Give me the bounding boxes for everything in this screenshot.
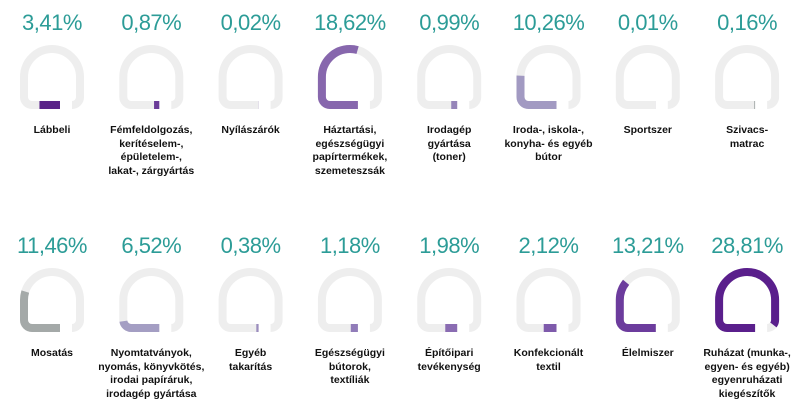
value-label: 11,46% — [17, 233, 87, 258]
gauge-fill — [317, 45, 382, 109]
gauge-track — [119, 45, 184, 109]
category-label: Irodagép gyártása (toner) — [427, 124, 472, 163]
value-label: 0,01% — [618, 10, 678, 35]
category-label: Építőipari tevékenység — [417, 347, 481, 373]
gauge-track — [615, 268, 680, 332]
gauge-track — [20, 268, 84, 332]
value-label: 0,38% — [221, 233, 281, 258]
category-label: Nyílászárók — [221, 124, 280, 136]
value-label: 0,99% — [419, 10, 479, 35]
category-label: Szivacs- matrac — [726, 124, 769, 150]
value-label: 1,18% — [320, 233, 380, 258]
category-label: Mosatás — [30, 347, 73, 359]
category-label: Sportszer — [623, 124, 673, 136]
gauge-track — [715, 45, 780, 109]
gauge-fill — [715, 268, 780, 332]
value-label: 0,87% — [121, 10, 181, 35]
value-label: 1,98% — [419, 233, 479, 258]
value-label: 3,41% — [22, 10, 82, 35]
category-label: Fémfeldolgozás, kerítéselem-, épületelem… — [108, 124, 195, 177]
gauge-fill — [119, 268, 184, 332]
gauge-fill — [615, 268, 680, 332]
category-label: Élelmiszer — [621, 347, 674, 359]
category-label: Ruházat (munka-, egyen- és egyéb) egyenr… — [703, 347, 791, 400]
gauge-track — [218, 268, 283, 332]
value-label: 6,52% — [121, 233, 181, 258]
category-label: Nyomtatványok, nyomás, könyvkötés, iroda… — [98, 347, 205, 400]
category-label: Egyéb takarítás — [228, 347, 273, 373]
gauge-track — [516, 268, 581, 332]
value-label: 10,26% — [513, 10, 585, 35]
gauge-track — [317, 268, 382, 332]
gauge-fill — [516, 45, 581, 109]
category-label: Egészségügyi bútorok, textíliák — [314, 347, 385, 386]
gauge-track — [417, 45, 482, 109]
gauge-track — [516, 45, 581, 109]
gauge-track — [417, 268, 482, 332]
value-label: 28,81% — [711, 233, 783, 258]
category-label: Konfekcionált textil — [513, 347, 584, 373]
value-label: 13,21% — [612, 233, 684, 258]
category-label: Háztartási, egészségügyi papírtermékek, … — [312, 124, 388, 177]
gauge-track — [119, 268, 184, 332]
value-label: 0,16% — [717, 10, 777, 35]
gauge-track — [615, 45, 680, 109]
gauge-track — [20, 45, 84, 109]
value-label: 0,02% — [221, 10, 281, 35]
category-label: Iroda-, iskola-, konyha- és egyéb bútor — [504, 124, 593, 163]
gauge-fill — [20, 268, 84, 332]
category-label: Lábbeli — [33, 124, 71, 136]
value-label: 18,62% — [314, 10, 386, 35]
value-label: 2,12% — [519, 233, 579, 258]
gauge-track — [218, 45, 283, 109]
